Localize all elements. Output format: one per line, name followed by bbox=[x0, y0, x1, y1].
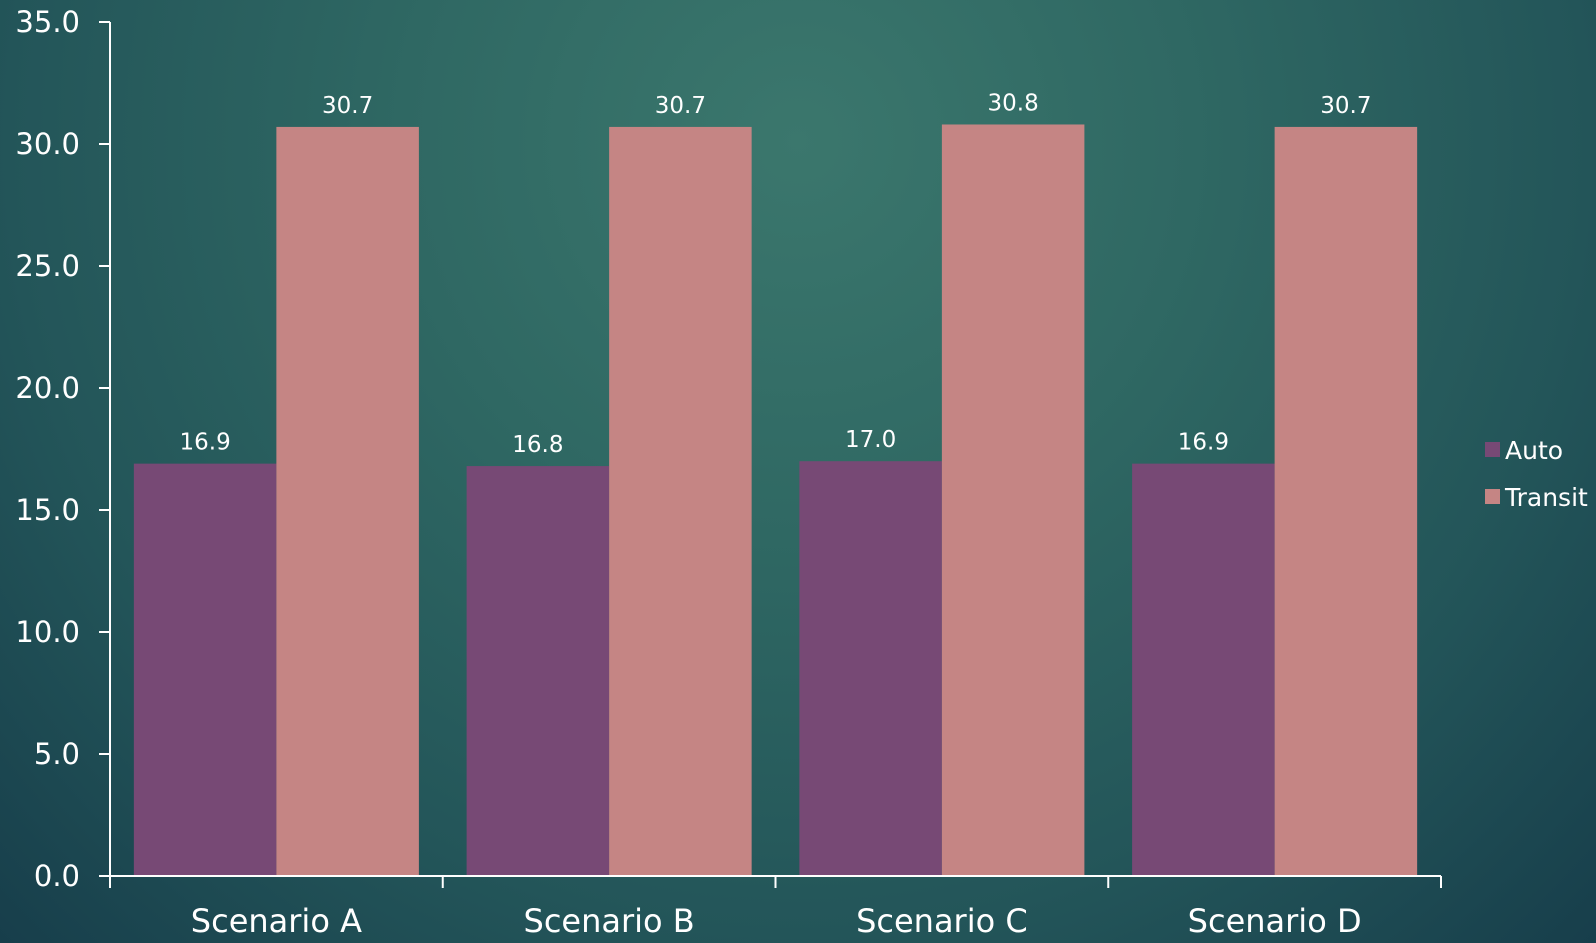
bar-auto-3 bbox=[799, 461, 942, 876]
x-category-label: Scenario A bbox=[191, 902, 362, 940]
bar-transit-1 bbox=[276, 126, 419, 877]
data-label-transit-3: 30.8 bbox=[988, 90, 1039, 116]
legend-swatch-transit bbox=[1485, 489, 1500, 504]
x-axis: Scenario A Scenario B Scenario C Scenario D bbox=[109, 875, 1442, 940]
y-tick-label: 5.0 bbox=[34, 737, 80, 771]
bar-transit-2 bbox=[609, 126, 752, 877]
legend-swatch-auto bbox=[1485, 442, 1500, 457]
y-tick-label: 35.0 bbox=[15, 5, 80, 39]
bar-auto-2 bbox=[466, 466, 610, 876]
bars-group bbox=[133, 124, 1418, 877]
data-label-auto-3: 17.0 bbox=[845, 427, 896, 453]
data-label-auto-1: 16.9 bbox=[180, 430, 231, 456]
y-axis: 0.0 5.0 10.0 15.0 20.0 25.0 30.0 35.0 bbox=[15, 5, 111, 893]
bar-transit-4 bbox=[1274, 126, 1418, 877]
x-category-label: Scenario B bbox=[524, 902, 695, 940]
x-category-label: Scenario C bbox=[856, 902, 1028, 940]
y-tick-label: 25.0 bbox=[15, 249, 80, 283]
legend-label-transit: Transit bbox=[1504, 483, 1588, 512]
y-tick-label: 20.0 bbox=[15, 371, 80, 405]
y-tick-label: 30.0 bbox=[15, 127, 80, 161]
data-label-transit-4: 30.7 bbox=[1320, 93, 1371, 119]
data-labels-group: 16.9 30.7 16.8 30.7 17.0 30.8 16.9 30.7 bbox=[180, 90, 1372, 458]
legend-label-auto: Auto bbox=[1505, 436, 1563, 465]
y-tick-label: 10.0 bbox=[15, 615, 80, 649]
x-category-label: Scenario D bbox=[1188, 902, 1362, 940]
y-tick-label: 15.0 bbox=[15, 493, 80, 527]
legend: Auto Transit bbox=[1485, 436, 1588, 512]
data-label-transit-1: 30.7 bbox=[322, 93, 373, 119]
bar-transit-3 bbox=[941, 124, 1085, 877]
data-label-auto-2: 16.8 bbox=[512, 432, 563, 458]
y-tick-label: 0.0 bbox=[34, 859, 80, 893]
data-label-auto-4: 16.9 bbox=[1178, 430, 1229, 456]
bar-auto-4 bbox=[1132, 463, 1275, 876]
bar-auto-1 bbox=[133, 463, 277, 876]
data-label-transit-2: 30.7 bbox=[655, 93, 706, 119]
